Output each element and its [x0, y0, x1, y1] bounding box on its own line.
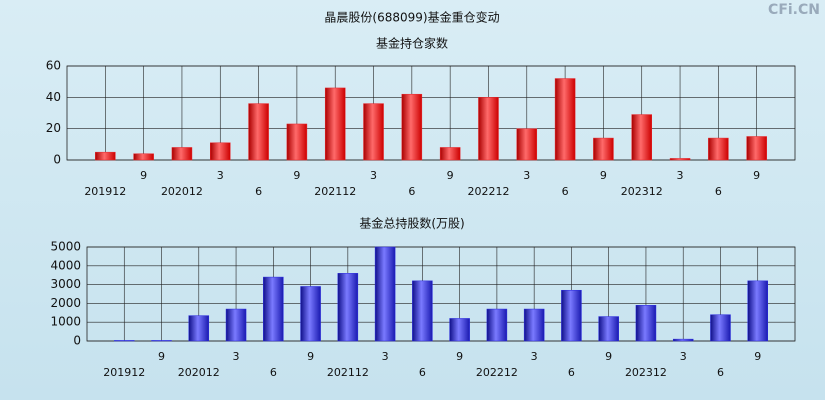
bar	[95, 151, 116, 161]
y-tick-label: 60	[46, 59, 61, 73]
bar	[300, 286, 321, 342]
x-tick-label: 9	[158, 350, 165, 363]
bar	[449, 318, 470, 342]
bar	[631, 114, 652, 161]
x-tick-label: 6	[568, 366, 575, 379]
y-tick-label: 2000	[50, 296, 81, 310]
bar	[337, 273, 359, 342]
x-tick-label: 9	[140, 169, 147, 182]
bar	[263, 276, 284, 342]
x-tick-label: 6	[562, 185, 569, 198]
x-tick-label: 202212	[476, 366, 518, 379]
bar	[324, 87, 346, 161]
x-tick-label: 202112	[327, 366, 369, 379]
x-tick-label: 9	[605, 350, 612, 363]
y-tick-label: 5000	[50, 240, 81, 254]
bar	[401, 93, 423, 161]
x-tick-label: 9	[307, 350, 314, 363]
bar	[188, 315, 210, 342]
bar	[412, 280, 433, 342]
y-tick-label: 3000	[50, 277, 81, 291]
x-tick-label: 6	[255, 185, 262, 198]
x-tick-label: 9	[753, 169, 760, 182]
bar	[710, 314, 731, 342]
bar	[286, 123, 308, 161]
x-tick-label: 202012	[161, 185, 203, 198]
y-tick-label: 0	[53, 153, 61, 167]
x-tick-label: 3	[523, 169, 530, 182]
x-tick-label: 201912	[103, 366, 145, 379]
chart-title: 基金持仓家数	[376, 36, 448, 51]
bar	[708, 137, 729, 161]
watermark: CFi.CN	[768, 2, 820, 18]
y-tick-label: 1000	[50, 315, 81, 329]
bar	[374, 246, 396, 342]
x-tick-label: 201912	[84, 185, 126, 198]
x-tick-label: 3	[677, 169, 684, 182]
bar	[593, 137, 614, 161]
bar	[151, 340, 172, 342]
x-tick-label: 6	[715, 185, 722, 198]
bar	[635, 305, 657, 342]
bar	[746, 136, 767, 161]
x-tick-label: 3	[680, 350, 687, 363]
x-tick-label: 9	[600, 169, 607, 182]
x-tick-label: 6	[270, 366, 277, 379]
x-tick-label: 3	[217, 169, 224, 182]
x-tick-label: 9	[293, 169, 300, 182]
x-tick-label: 9	[447, 169, 454, 182]
x-tick-label: 202312	[625, 366, 667, 379]
bar	[672, 338, 694, 342]
x-tick-label: 3	[531, 350, 538, 363]
y-tick-label: 40	[46, 90, 61, 104]
plot-area	[66, 65, 796, 161]
x-tick-label: 6	[419, 366, 426, 379]
bar	[225, 308, 247, 342]
x-tick-label: 202312	[621, 185, 663, 198]
bar	[516, 128, 538, 161]
y-tick-label: 4000	[50, 258, 81, 272]
bar	[523, 308, 545, 342]
page-title: 晶晨股份(688099)基金重仓变动	[324, 10, 499, 25]
x-tick-label: 9	[456, 350, 463, 363]
bar	[747, 280, 768, 342]
bar	[248, 103, 269, 161]
x-tick-label: 6	[408, 185, 415, 198]
bar	[363, 103, 384, 161]
x-tick-label: 202112	[314, 185, 356, 198]
x-tick-label: 6	[717, 366, 724, 379]
bar	[554, 78, 576, 161]
y-tick-label: 0	[73, 334, 81, 348]
bar	[669, 158, 691, 161]
bar	[439, 147, 461, 161]
bar	[171, 147, 193, 161]
x-tick-label: 202212	[467, 185, 509, 198]
chart-title: 基金总持股数(万股)	[359, 216, 464, 231]
bar	[486, 308, 508, 342]
x-tick-label: 202012	[178, 366, 220, 379]
bar	[561, 289, 582, 342]
x-tick-label: 3	[233, 350, 240, 363]
bar	[133, 153, 154, 161]
bar	[114, 340, 135, 342]
x-tick-label: 9	[754, 350, 761, 363]
bar	[210, 142, 231, 161]
x-tick-label: 3	[382, 350, 389, 363]
bar	[598, 316, 619, 342]
y-tick-label: 20	[46, 121, 61, 135]
x-tick-label: 3	[370, 169, 377, 182]
bar	[478, 97, 499, 161]
